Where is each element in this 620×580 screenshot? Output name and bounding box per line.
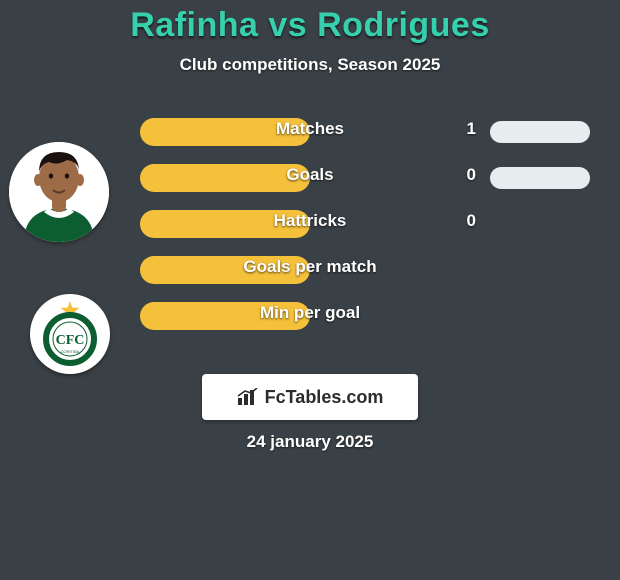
value-left: 1 [467,119,476,139]
bar-left [140,256,310,284]
metric-row: Goals per match [0,248,620,294]
subtitle: Club competitions, Season 2025 [0,55,620,75]
source-badge: FcTables.com [202,374,418,420]
page-title: Rafinha vs Rodrigues [0,0,620,45]
bar-left [140,164,310,192]
metric-label: Hattricks [0,211,620,231]
bar-chart-icon [237,388,259,406]
metric-row: Hattricks0 [0,202,620,248]
bar-right [490,167,590,189]
value-left: 0 [467,211,476,231]
bar-left [140,210,310,238]
metric-row: Goals0 [0,156,620,202]
value-left: 0 [467,165,476,185]
comparison-bar-chart: Matches1Goals0Hattricks0Goals per matchM… [0,110,620,340]
bar-left [140,302,310,330]
source-label: FcTables.com [265,387,384,408]
comparison-card: Rafinha vs Rodrigues Club competitions, … [0,0,620,580]
metric-label: Goals per match [0,257,620,277]
bar-right [490,121,590,143]
metric-row: Min per goal [0,294,620,340]
metric-label: Min per goal [0,303,620,323]
metric-row: Matches1 [0,110,620,156]
bar-left [140,118,310,146]
svg-text:CORITIBA: CORITIBA [61,349,80,354]
date-label: 24 january 2025 [0,432,620,452]
